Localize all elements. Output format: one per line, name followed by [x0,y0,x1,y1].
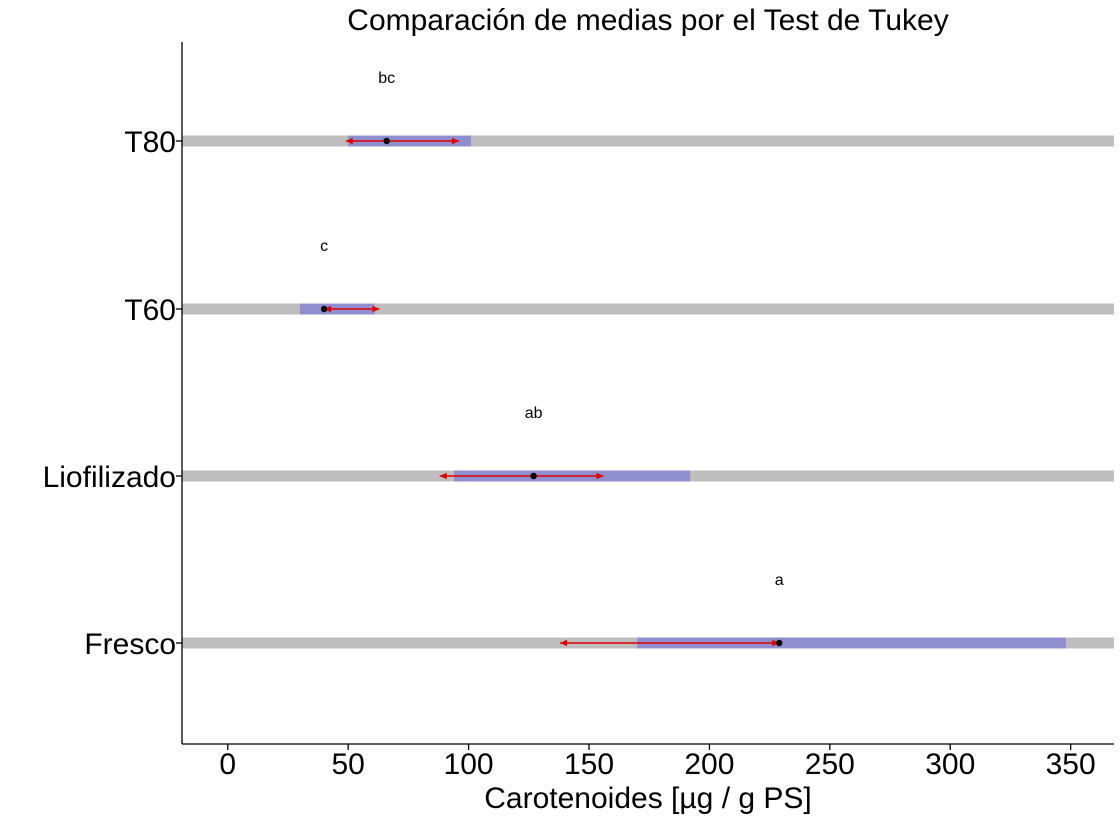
y-tick-label: Liofilizado [43,461,176,494]
group-letter: ab [525,405,543,422]
mean-point [320,305,328,313]
x-tick-label: 150 [564,748,614,781]
group-t60: c [182,238,1114,315]
interval-arrow-left [324,305,332,313]
plot-area: bc c ab a [182,70,1114,649]
group-letter: a [775,572,784,589]
interval-arrow-left [345,137,353,145]
interval-arrow-right [596,472,604,480]
interval-arrow-right [372,305,380,313]
x-tick-label: 50 [331,748,364,781]
mean-point [530,472,537,480]
y-tick-label: Fresco [84,628,176,661]
interval-arrow-left [560,639,568,647]
interval-arrow-right [451,137,459,145]
y-tick-label: T80 [124,126,176,159]
x-tick-label: 300 [925,748,975,781]
x-tick-label: 0 [219,748,236,781]
group-liofilizado: ab [182,405,1114,482]
y-tick-label: T60 [124,294,176,327]
group-letter: c [320,238,328,255]
x-tick-label: 350 [1046,748,1096,781]
x-axis-ticks: 0 50 100 150 200 250 300 350 [219,744,1096,781]
mean-point [776,639,783,647]
group-t80: bc [182,70,1114,147]
x-tick-label: 100 [444,748,494,781]
x-axis-label: Carotenoides [µg / g PS] [484,782,811,815]
x-tick-label: 200 [684,748,734,781]
interval-arrow-left [439,472,447,480]
group-fresco: a [182,572,1114,649]
mean-point [383,137,390,145]
group-letter: bc [378,70,395,87]
chart-title: Comparación de medias por el Test de Tuk… [347,4,948,37]
interval-arrow-right [772,639,780,647]
y-axis-ticks: T80 T60 Liofilizado Fresco [43,126,182,661]
x-tick-label: 250 [805,748,855,781]
